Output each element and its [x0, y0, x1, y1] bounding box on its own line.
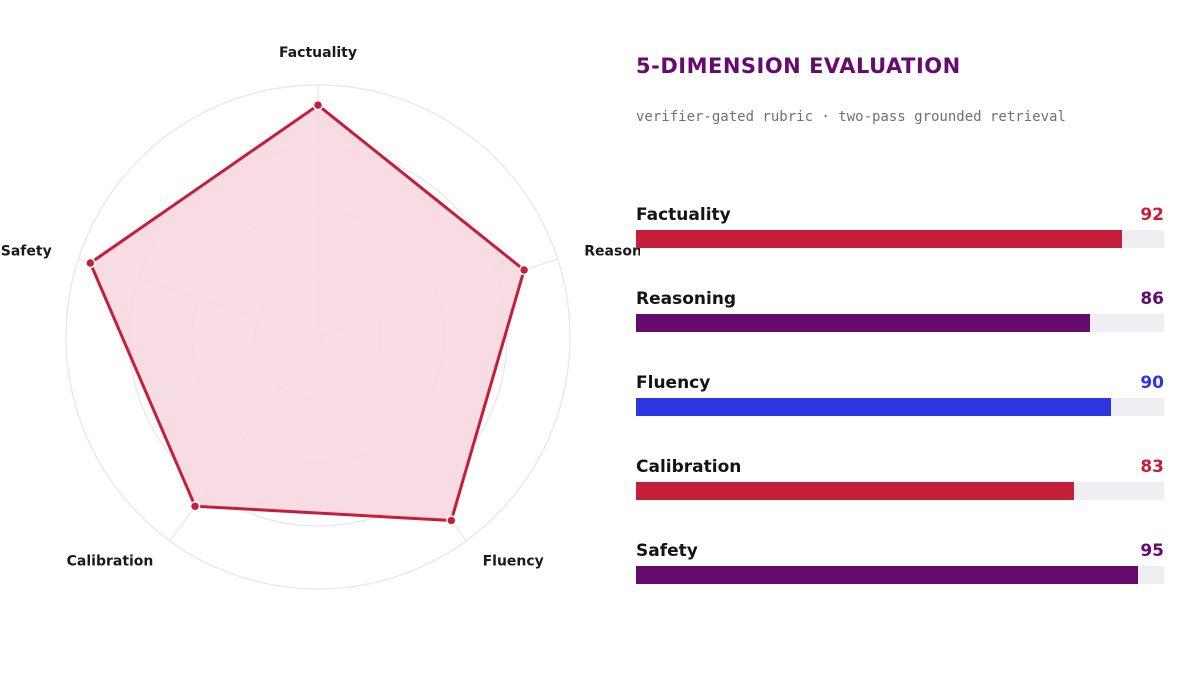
metric-label: Fluency — [636, 373, 711, 393]
metrics-panel: 5-DIMENSION EVALUATION verifier-gated ru… — [636, 0, 1164, 675]
metric-label: Calibration — [636, 457, 742, 477]
metric-bar-track — [636, 230, 1164, 248]
metric-bar-fill — [636, 398, 1112, 416]
radar-series — [85, 99, 530, 526]
metric-bar-track — [636, 566, 1164, 584]
radar-axis-label: Fluency — [483, 554, 544, 570]
metric-value: 95 — [1140, 541, 1164, 561]
metric-value: 92 — [1140, 205, 1164, 225]
metric-reasoning: Reasoning 86 — [636, 289, 1164, 333]
metric-value: 83 — [1140, 457, 1164, 477]
metric-factuality: Factuality 92 — [636, 205, 1164, 249]
metric-label: Safety — [636, 541, 698, 561]
radar-axis-label: Factuality — [279, 45, 357, 61]
page-title: 5-DIMENSION EVALUATION — [636, 54, 961, 78]
metric-value: 90 — [1140, 373, 1164, 393]
metric-safety: Safety 95 — [636, 541, 1164, 585]
metric-fluency: Fluency 90 — [636, 373, 1164, 417]
radar-axis-label: Safety — [1, 243, 52, 259]
radar-axis-label: Reasoning — [584, 243, 640, 259]
page-subtitle: verifier-gated rubric · two-pass grounde… — [636, 109, 1066, 125]
metric-bar-fill — [636, 314, 1091, 332]
metric-label: Factuality — [636, 205, 731, 225]
metric-bar-fill — [636, 482, 1075, 500]
metric-bar-fill — [636, 566, 1138, 584]
metric-value: 86 — [1140, 289, 1164, 309]
radar-axis-label: Calibration — [67, 554, 154, 570]
radar-point — [189, 500, 201, 512]
metric-bar-track — [636, 482, 1164, 500]
metric-bar-track — [636, 314, 1164, 332]
radar-point — [518, 264, 530, 276]
radar-point — [312, 99, 324, 111]
metric-bar-fill — [636, 230, 1122, 248]
radar-axis-labels: Factuality Reasoning Fluency Calibration Saf… — [1, 45, 640, 570]
radar-chart: Factuality Reasoning Fluency Calibration Saf… — [1, 45, 640, 590]
radar-point — [446, 515, 457, 526]
metric-bar-track — [636, 398, 1164, 416]
radar-point — [85, 257, 96, 269]
metric-calibration: Calibration 83 — [636, 457, 1164, 501]
radar-series-area — [88, 103, 526, 522]
metric-label: Reasoning — [636, 289, 737, 309]
